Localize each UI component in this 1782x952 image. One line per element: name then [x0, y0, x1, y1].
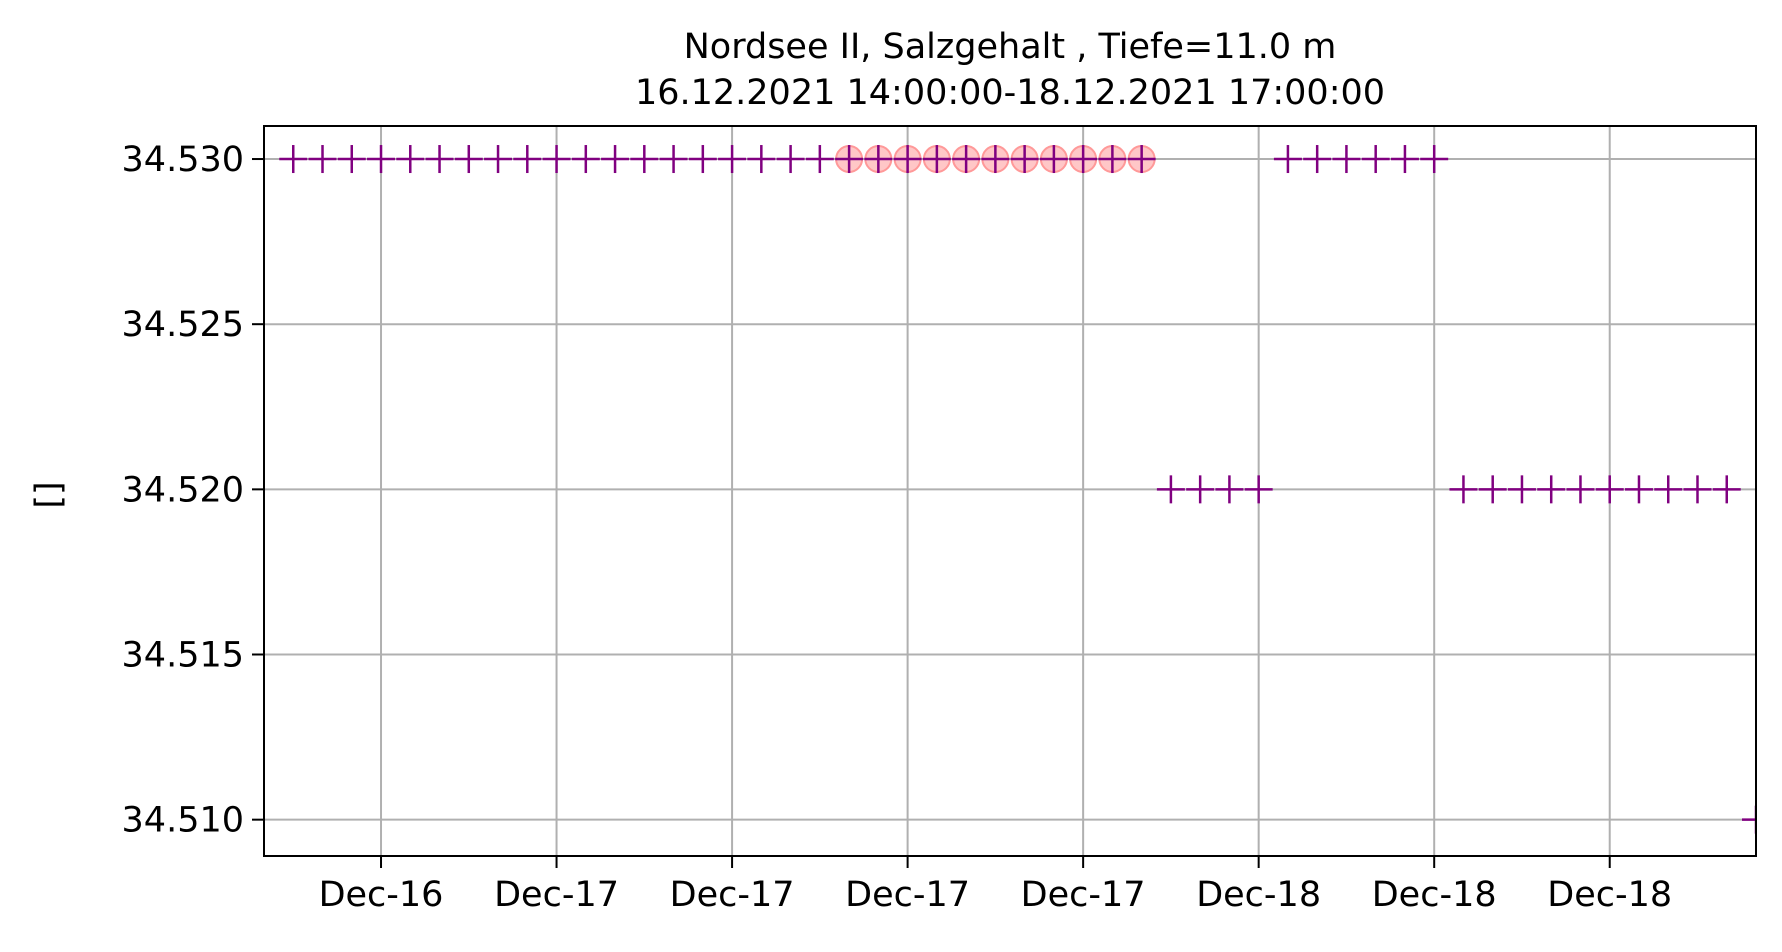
data-point: [1566, 475, 1595, 504]
data-point: [630, 145, 659, 174]
data-point: [1273, 145, 1302, 174]
data-point: [1390, 145, 1419, 174]
data-point: [952, 145, 981, 174]
data-point: [367, 145, 396, 174]
data-point: [601, 145, 630, 174]
data-point: [308, 145, 337, 174]
data-point: [1683, 475, 1712, 504]
data-point: [1449, 475, 1478, 504]
axis-ticks: Dec-16 Dec-17 Dec-17 Dec-17 Dec-17 Dec-18 Dec-…: [122, 140, 1673, 915]
data-point: [805, 145, 834, 174]
data-point: [279, 145, 308, 174]
data-point: [1595, 475, 1624, 504]
y-axis-label: []: [29, 481, 69, 508]
y-tick-label: 34.525: [122, 305, 244, 345]
data-point: [1507, 475, 1536, 504]
data-point: [513, 145, 542, 174]
data-point: [425, 145, 454, 174]
data-point: [1478, 475, 1507, 504]
chart-subtitle: 16.12.2021 14:00:00-18.12.2021 17:00:00: [635, 73, 1385, 113]
data-point: [747, 145, 776, 174]
data-point: [1742, 805, 1756, 834]
data-point: [1069, 145, 1098, 174]
y-tick-label: 34.510: [122, 801, 244, 841]
data-point: [1654, 475, 1683, 504]
data-point: [1712, 475, 1741, 504]
data-point: [1186, 475, 1215, 504]
x-tick-label: Dec-18: [1547, 875, 1672, 915]
x-tick-label: Dec-17: [845, 875, 970, 915]
data-point: [484, 145, 513, 174]
chart-title: Nordsee II, Salzgehalt , Tiefe=11.0 m: [684, 27, 1337, 67]
data-point: [922, 145, 951, 174]
data-point: [1303, 145, 1332, 174]
plot-area-frame: [263, 125, 1757, 857]
x-tick-label: Dec-17: [494, 875, 619, 915]
data-point: [454, 145, 483, 174]
x-tick-label: Dec-17: [1021, 875, 1146, 915]
data-point: [659, 145, 688, 174]
x-tick-label: Dec-18: [1196, 875, 1321, 915]
data-point: [893, 145, 922, 174]
data-point: [1039, 145, 1068, 174]
data-point: [835, 145, 864, 174]
data-point: [337, 145, 366, 174]
data-point: [1127, 145, 1156, 174]
data-point: [864, 145, 893, 174]
y-tick-label: 34.520: [122, 470, 244, 510]
y-tick-label: 34.530: [122, 140, 244, 180]
data-point: [1156, 475, 1185, 504]
data-point: [542, 145, 571, 174]
x-tick-label: Dec-18: [1372, 875, 1497, 915]
x-tick-label: Dec-16: [319, 875, 444, 915]
data-point: [776, 145, 805, 174]
data-point: [1420, 145, 1449, 174]
data-point: [1215, 475, 1244, 504]
data-point: [1332, 145, 1361, 174]
data-point: [718, 145, 747, 174]
data-point: [1098, 145, 1127, 174]
y-tick-label: 34.515: [122, 636, 244, 676]
data-point: [571, 145, 600, 174]
data-point: [396, 145, 425, 174]
data-point: [1361, 145, 1390, 174]
data-point: [1010, 145, 1039, 174]
data-point: [688, 145, 717, 174]
data-point: [1537, 475, 1566, 504]
data-point: [1244, 475, 1273, 504]
data-marks: [279, 145, 1756, 834]
data-point: [1624, 475, 1653, 504]
x-tick-label: Dec-17: [670, 875, 795, 915]
data-point: [981, 145, 1010, 174]
